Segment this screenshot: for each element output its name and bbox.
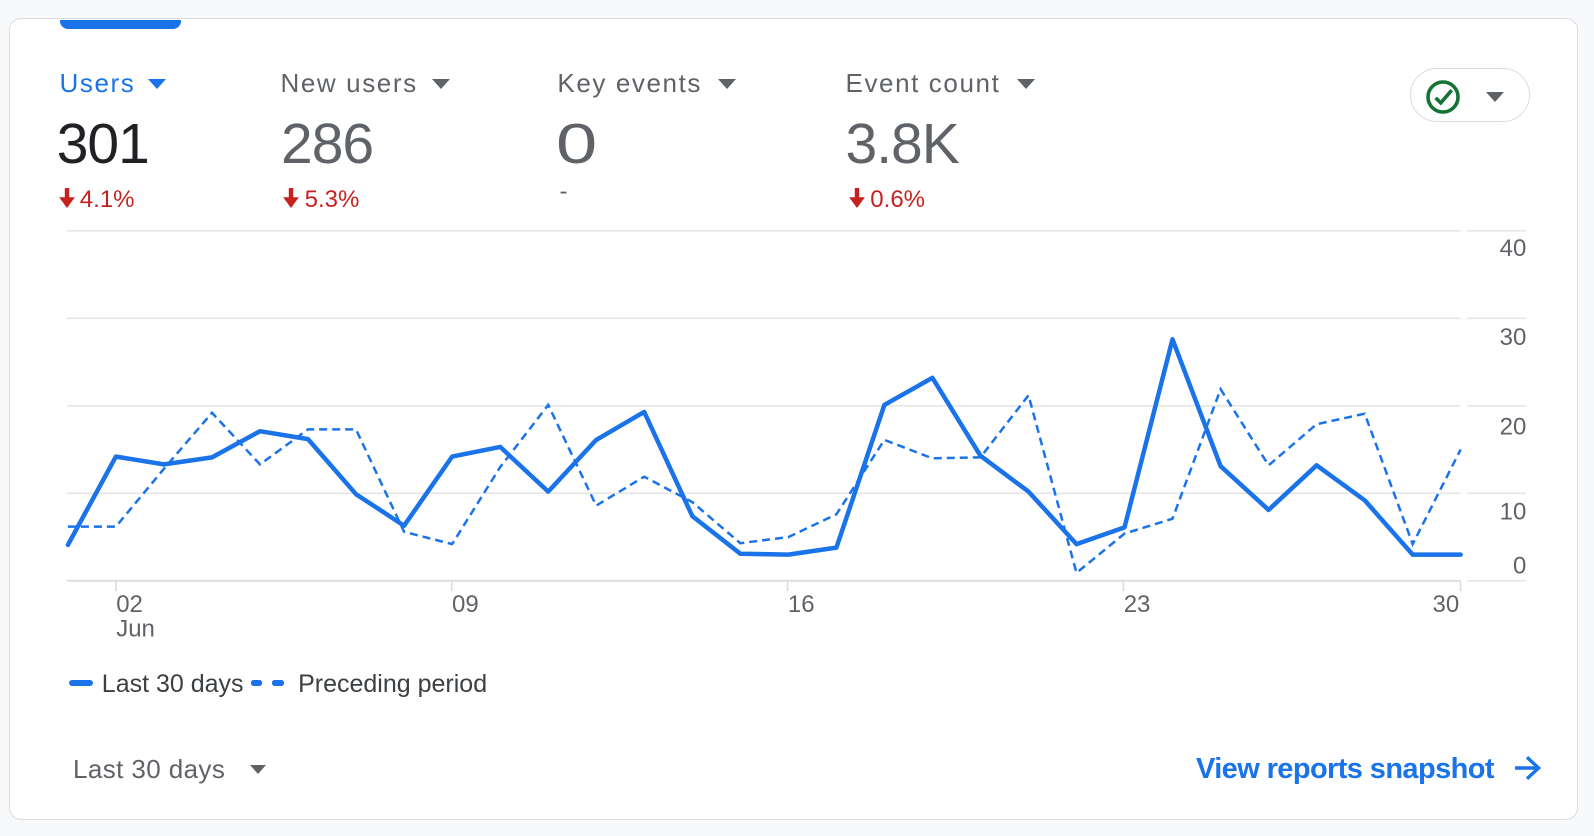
svg-text:0: 0 — [1513, 553, 1526, 580]
svg-text:10: 10 — [1500, 499, 1527, 526]
svg-text:20: 20 — [1500, 414, 1527, 441]
svg-text:23: 23 — [1124, 591, 1151, 618]
svg-text:30: 30 — [1432, 591, 1459, 618]
svg-text:30: 30 — [1500, 324, 1527, 351]
svg-text:Jun: Jun — [116, 616, 155, 643]
svg-text:40: 40 — [1500, 235, 1527, 262]
svg-text:02: 02 — [116, 591, 143, 618]
svg-text:16: 16 — [788, 591, 815, 618]
svg-text:09: 09 — [452, 591, 479, 618]
